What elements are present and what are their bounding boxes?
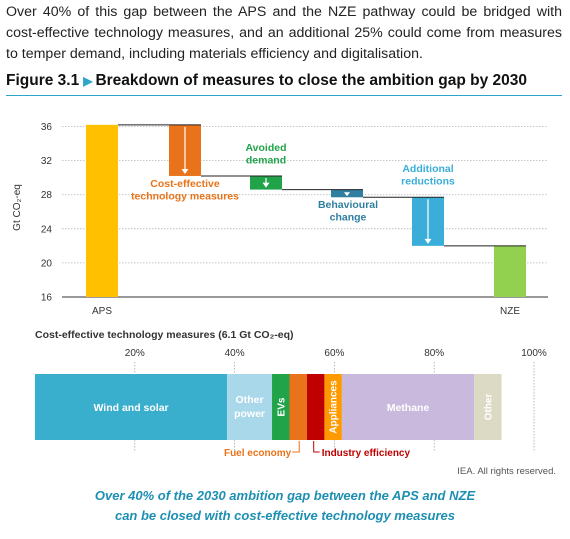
caption-line-1: Over 40% of the 2030 ambition gap betwee… — [94, 488, 476, 503]
annotation-cost-effective: Cost-effective technology measures — [131, 178, 239, 203]
x-tick-label-pct: 40% — [225, 348, 245, 359]
y-tick-label: 24 — [41, 224, 53, 235]
segment-label: Other power — [234, 394, 265, 420]
segment-label: EVs — [276, 397, 287, 416]
figure-caption: Over 40% of the 2030 ambition gap betwee… — [0, 486, 570, 526]
segment-label: Other — [483, 394, 494, 421]
figure-number: Figure 3.1 — [6, 72, 80, 89]
figure-title: Figure 3.1 ▶ Breakdown of measures to clos… — [6, 72, 566, 90]
y-tick-label: 20 — [41, 258, 53, 269]
title-rule — [6, 95, 562, 96]
y-tick-label: 16 — [41, 293, 53, 304]
x-tick-label-nze: NZE — [500, 306, 520, 317]
figure-title-text: Breakdown of measures to close the ambit… — [95, 72, 527, 89]
segment-label: Appliances — [329, 380, 340, 434]
figure-chart: Gt CO₂-eq 16 20 24 28 32 36 APS NZE Cost-effectiv… — [12, 122, 548, 459]
annotation-additional: Additional reductions — [401, 163, 455, 188]
bar-aps — [86, 124, 118, 297]
segment-wind-and-solar — [35, 374, 228, 440]
arrow-head — [262, 182, 270, 188]
stacked-bar-title: Cost-effective technology measures (6.1 … — [35, 329, 293, 341]
x-tick-label-aps: APS — [92, 306, 112, 317]
x-tick-label-pct: 60% — [324, 348, 344, 359]
copyright-note: IEA. All rights reserved. — [457, 466, 556, 477]
annotation-behavioural: Behavioural change — [318, 199, 378, 224]
segment-evs — [272, 374, 290, 440]
caption-line-2: can be closed with cost-effective techno… — [114, 508, 456, 523]
x-tick-label-pct: 20% — [125, 348, 145, 359]
y-tick-label: 32 — [41, 156, 53, 167]
segment-label: Methane — [387, 402, 430, 414]
segment-other-power — [227, 374, 273, 440]
y-axis-label: Gt CO₂-eq — [12, 184, 23, 231]
arrow-head — [181, 168, 189, 174]
arrow-head — [424, 238, 432, 244]
segment-label: Wind and solar — [93, 402, 168, 414]
y-tick-label: 28 — [41, 190, 53, 201]
annotation-avoided-demand: Avoided demand — [245, 142, 286, 167]
callout-fuel-economy: Fuel economy — [224, 448, 292, 459]
x-tick-label-pct: 100% — [521, 348, 547, 359]
intro-paragraph: Over 40% of this gap between the APS and… — [6, 4, 562, 62]
arrow-head — [344, 192, 350, 197]
callout-line-fuel-economy — [292, 441, 300, 453]
y-tick-label: 36 — [41, 122, 53, 133]
bar-nze — [494, 245, 526, 297]
segment-other — [474, 374, 502, 440]
segment-methane — [341, 374, 475, 440]
segment-industry-efficiency — [306, 374, 325, 440]
callout-line-industry-efficiency — [313, 441, 320, 453]
segment-appliances — [324, 374, 342, 440]
triangle-icon: ▶ — [83, 74, 93, 88]
x-tick-label-pct: 80% — [424, 348, 444, 359]
segment-fuel-economy — [289, 374, 307, 440]
callout-industry-efficiency: Industry efficiency — [322, 448, 411, 459]
